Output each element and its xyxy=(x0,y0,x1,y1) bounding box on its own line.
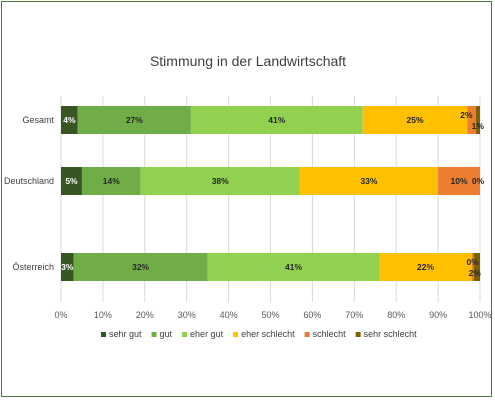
legend-swatch xyxy=(151,332,157,337)
data-label: 25% xyxy=(407,115,424,125)
category-label: Österreich xyxy=(12,262,54,272)
x-tick-label: 70% xyxy=(345,310,363,320)
data-label: 4% xyxy=(63,115,76,125)
legend: sehr gut gut eher gut eher schlecht schlecht… xyxy=(101,329,417,339)
data-label: 27% xyxy=(126,115,143,125)
data-label: 1% xyxy=(472,121,485,131)
data-label: 41% xyxy=(285,262,302,272)
data-label: 22% xyxy=(417,262,434,272)
data-label: 38% xyxy=(212,176,229,186)
bar-segment xyxy=(438,167,480,195)
legend-swatch xyxy=(101,332,106,337)
bar-segment xyxy=(61,106,78,134)
legend-label: gut xyxy=(160,329,173,339)
category-label: Deutschland xyxy=(4,176,54,186)
x-tick-label: 20% xyxy=(136,310,154,320)
bar-segment xyxy=(140,167,300,195)
x-tick-label: 30% xyxy=(178,310,196,320)
legend-label: eher schlecht xyxy=(241,329,295,339)
x-tick-label: 0% xyxy=(54,310,67,320)
data-label: 33% xyxy=(360,176,377,186)
legend-label: schlecht xyxy=(313,329,347,339)
legend-swatch xyxy=(182,332,188,337)
bar-segment xyxy=(299,167,439,195)
x-tick-label: 40% xyxy=(220,310,238,320)
bar-segment xyxy=(81,167,141,195)
data-label: 0% xyxy=(472,176,485,186)
data-label: 2% xyxy=(460,110,473,120)
data-label: 32% xyxy=(132,262,149,272)
data-label: 0% xyxy=(466,257,479,267)
legend-swatch xyxy=(304,332,310,337)
bar-segment xyxy=(473,253,480,281)
data-label: 10% xyxy=(451,176,468,186)
bar-segment xyxy=(467,106,476,134)
data-label: 3% xyxy=(61,262,74,272)
x-tick-label: 10% xyxy=(94,310,112,320)
x-tick-label: 90% xyxy=(429,310,447,320)
bar-segment xyxy=(207,253,380,281)
bars xyxy=(61,106,480,281)
bar-segment xyxy=(475,106,480,134)
axis: 0% 10% 20% 30% 40% 50% 60% 70% 80% 90% 100% Gesamt D… xyxy=(4,115,492,320)
legend-label: eher gut xyxy=(190,329,224,339)
bar-segment xyxy=(61,167,82,195)
bar-segment xyxy=(190,106,363,134)
category-label: Gesamt xyxy=(22,115,54,125)
bar-segment xyxy=(77,106,191,134)
x-tick-label: 60% xyxy=(303,310,321,320)
data-label: 41% xyxy=(268,115,285,125)
legend-label: sehr gut xyxy=(109,329,142,339)
bar-segment xyxy=(379,253,472,281)
bar-segment xyxy=(61,253,74,281)
data-label: 5% xyxy=(65,176,78,186)
x-tick-label: 80% xyxy=(387,310,405,320)
legend-label: sehr schlecht xyxy=(364,329,418,339)
data-labels: 4% 27% 41% 25% 2%1%5% 14% 38% 33% 10% 0%3% 32% 41% 2… xyxy=(61,110,484,278)
legend-swatch xyxy=(355,332,361,337)
chart-title: Stimmung in der Landwirtschaft xyxy=(150,53,346,69)
data-label: 2% xyxy=(469,268,482,278)
bar-segment xyxy=(471,253,474,281)
data-label: 14% xyxy=(103,176,120,186)
x-tick-label: 100% xyxy=(468,310,491,320)
x-tick-label: 50% xyxy=(261,310,279,320)
legend-swatch xyxy=(233,332,239,337)
bar-segment xyxy=(362,106,468,134)
bar-segment xyxy=(73,253,208,281)
